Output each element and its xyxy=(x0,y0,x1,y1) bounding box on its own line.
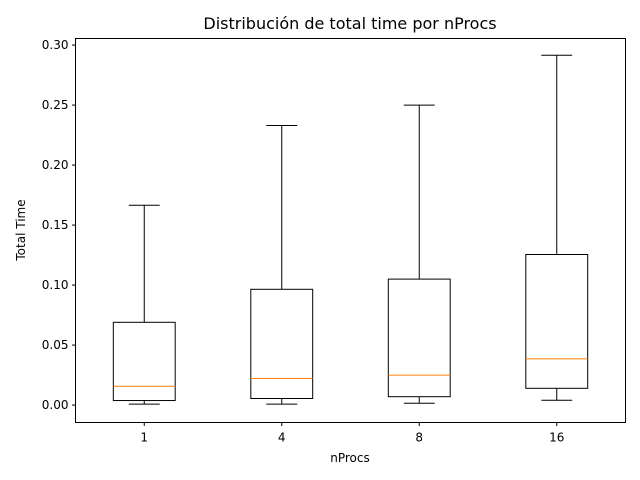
y-tick-label: 0.20 xyxy=(42,158,69,172)
x-axis-label: nProcs xyxy=(330,451,370,465)
x-tick-label: 16 xyxy=(549,431,564,445)
x-tick-label: 1 xyxy=(140,431,148,445)
y-tick-label: 0.10 xyxy=(42,278,69,292)
box-group-16 xyxy=(525,54,589,401)
y-tick-label: 0.25 xyxy=(42,98,69,112)
box xyxy=(525,254,589,389)
box-group-8 xyxy=(387,104,451,404)
y-tick-label: 0.30 xyxy=(42,38,69,52)
axes-frame xyxy=(75,38,626,423)
y-tick-label: 0.15 xyxy=(42,218,69,232)
box xyxy=(387,278,451,398)
y-axis: 0.00 0.05 0.10 0.15 0.20 0.25 0.30 xyxy=(42,38,76,412)
plot-area xyxy=(112,54,589,405)
chart-title: Distribución de total time por nProcs xyxy=(203,14,496,33)
x-tick-label: 4 xyxy=(278,431,286,445)
y-axis-label: Total Time xyxy=(14,199,28,261)
x-tick-label: 8 xyxy=(415,431,423,445)
y-tick-label: 0.00 xyxy=(42,398,69,412)
x-axis: 1 4 8 16 xyxy=(140,422,564,445)
box xyxy=(112,321,176,402)
y-tick-label: 0.05 xyxy=(42,338,69,352)
box xyxy=(250,288,314,399)
box-group-1 xyxy=(112,204,176,405)
box-group-4 xyxy=(250,125,314,405)
